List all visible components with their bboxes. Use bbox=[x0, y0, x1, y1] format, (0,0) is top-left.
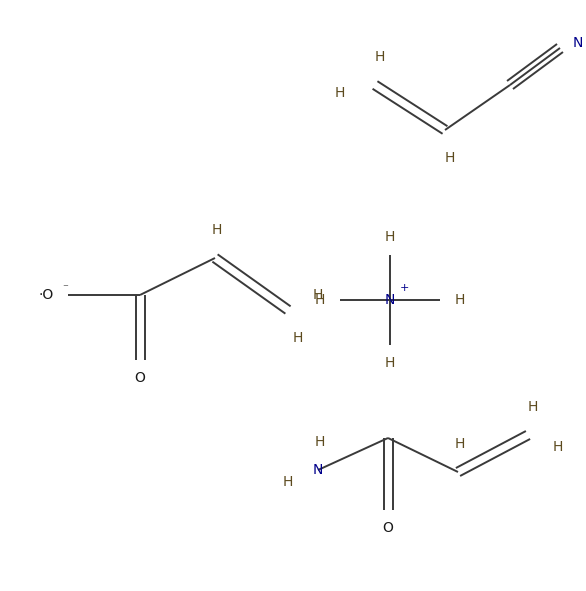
Text: +: + bbox=[399, 283, 408, 293]
Text: N: N bbox=[573, 36, 583, 50]
Text: H: H bbox=[335, 86, 345, 100]
Text: H: H bbox=[528, 400, 538, 414]
Text: H: H bbox=[553, 440, 563, 454]
Text: ·O: ·O bbox=[39, 288, 54, 302]
Text: H: H bbox=[212, 223, 222, 237]
Text: H: H bbox=[315, 293, 325, 307]
Text: H: H bbox=[445, 151, 455, 165]
Text: O: O bbox=[383, 521, 393, 535]
Text: H: H bbox=[283, 475, 293, 489]
Text: H: H bbox=[455, 293, 465, 307]
Text: H: H bbox=[313, 288, 323, 302]
Text: H: H bbox=[293, 331, 303, 345]
Text: H: H bbox=[375, 50, 385, 64]
Text: O: O bbox=[135, 371, 145, 385]
Text: H: H bbox=[385, 356, 395, 370]
Text: H: H bbox=[385, 230, 395, 244]
Text: N: N bbox=[313, 463, 323, 477]
Text: H: H bbox=[455, 437, 465, 451]
Text: N: N bbox=[385, 293, 395, 307]
Text: ⁻: ⁻ bbox=[62, 283, 68, 293]
Text: H: H bbox=[315, 435, 325, 449]
